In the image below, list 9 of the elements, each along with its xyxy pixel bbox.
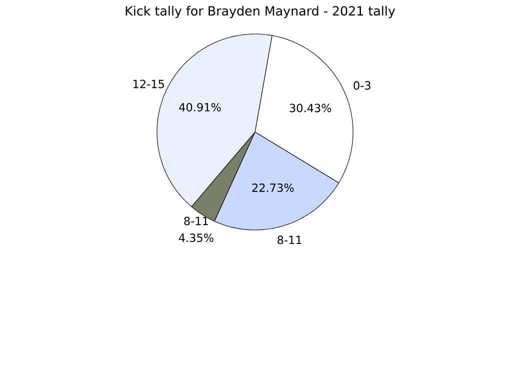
slice-label: 8-11 bbox=[184, 216, 208, 226]
slice-label: 8-11 bbox=[278, 236, 302, 244]
data-label: 40.91% bbox=[179, 102, 221, 112]
chart-title: Kick tally for Brayden Maynard - 2021 tally bbox=[126, 6, 396, 18]
slice-label: 12-15 bbox=[133, 80, 164, 88]
slice-label: 0-3 bbox=[354, 81, 370, 90]
data-label: 4.35% bbox=[178, 234, 214, 242]
data-label: 22.73% bbox=[252, 184, 294, 192]
data-label: 30.43% bbox=[290, 104, 332, 112]
